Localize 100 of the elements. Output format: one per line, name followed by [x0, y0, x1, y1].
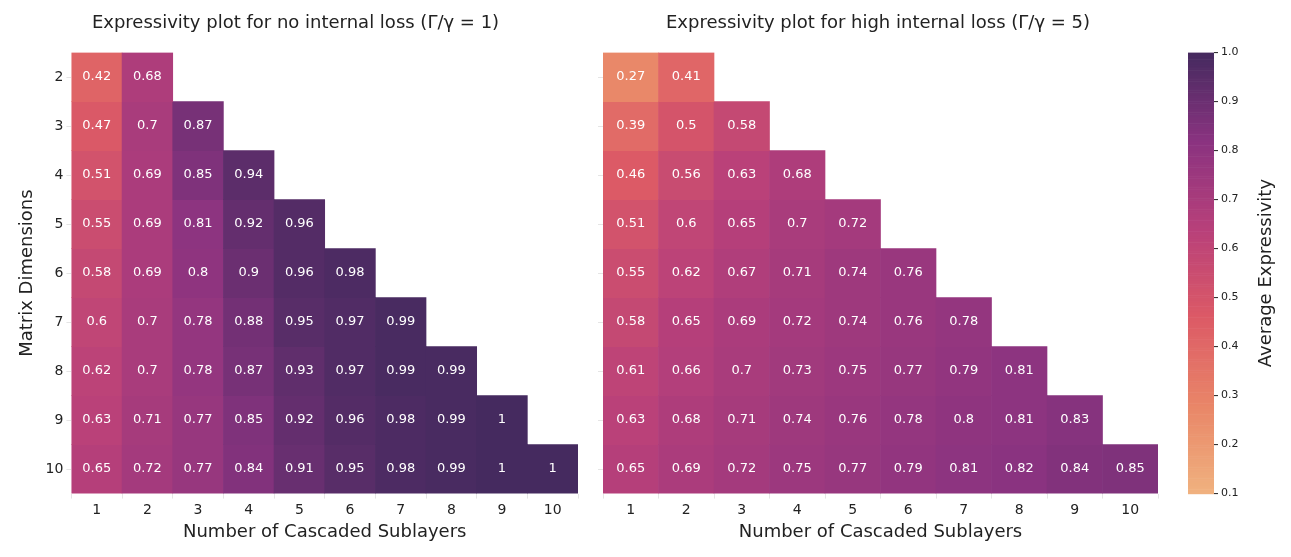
x-tick-label: 1 — [92, 500, 102, 517]
data-label: 0.68 — [782, 166, 812, 182]
y-tick-label: 3 — [54, 116, 64, 133]
data-label: 0.68 — [132, 68, 162, 84]
data-label: 0.95 — [284, 313, 314, 329]
data-label: 0.27 — [616, 68, 646, 84]
data-label: 0.77 — [183, 411, 213, 427]
data-label: 0.74 — [838, 264, 868, 280]
x-tick-label: 8 — [446, 500, 456, 517]
data-label: 0.6 — [86, 313, 108, 329]
data-label: 0.97 — [335, 362, 365, 378]
x-tick-label: 5 — [848, 500, 858, 517]
color-bar-title: Average Expressivity — [1253, 178, 1275, 368]
data-label: 0.58 — [727, 117, 757, 133]
data-label: 0.78 — [183, 362, 213, 378]
data-label: 1 — [497, 460, 507, 476]
x-tick-label: 1 — [626, 500, 636, 517]
color-bar-label: 0.8 — [1221, 143, 1239, 157]
x-tick-label: 9 — [497, 500, 507, 517]
data-label: 0.75 — [782, 460, 812, 476]
color-bar-label: 0.9 — [1221, 94, 1239, 108]
data-label: 0.46 — [616, 166, 646, 182]
data-label: 0.75 — [838, 362, 868, 378]
color-bar-label: 0.2 — [1221, 437, 1239, 451]
data-label: 0.65 — [82, 460, 112, 476]
data-label: 0.73 — [782, 362, 812, 378]
data-label: 0.7 — [786, 215, 808, 231]
data-label: 0.77 — [838, 460, 868, 476]
color-bar-label: 0.6 — [1221, 241, 1239, 255]
x-tick-label: 10 — [1121, 500, 1140, 517]
x-tick-label: 7 — [396, 500, 406, 517]
data-label: 0.69 — [132, 215, 162, 231]
data-label: 0.69 — [671, 460, 701, 476]
data-label: 0.81 — [949, 460, 979, 476]
data-label: 0.69 — [727, 313, 757, 329]
data-label: 0.98 — [335, 264, 365, 280]
x-tick-label: 8 — [1014, 500, 1024, 517]
data-label: 0.67 — [727, 264, 757, 280]
data-label: 1 — [548, 460, 557, 476]
data-label: 0.76 — [838, 411, 868, 427]
data-label: 0.5 — [675, 117, 697, 133]
data-label: 0.7 — [731, 362, 753, 378]
data-label: 0.42 — [82, 68, 112, 84]
data-label: 0.8 — [187, 264, 209, 280]
data-label: 0.93 — [284, 362, 314, 378]
data-label: 0.72 — [838, 215, 868, 231]
data-label: 0.69 — [132, 166, 162, 182]
data-label: 0.68 — [671, 411, 701, 427]
data-label: 0.78 — [893, 411, 923, 427]
data-label: 0.62 — [671, 264, 701, 280]
data-label: 0.72 — [132, 460, 162, 476]
data-label: 0.41 — [671, 68, 701, 84]
data-label: 0.63 — [727, 166, 757, 182]
data-label: 0.7 — [137, 313, 158, 329]
data-label: 0.96 — [284, 215, 314, 231]
data-label: 0.94 — [234, 166, 264, 182]
data-label: 0.6 — [675, 215, 697, 231]
data-label: 0.85 — [183, 166, 213, 182]
x-tick-label: 2 — [681, 500, 691, 517]
data-label: 0.74 — [838, 313, 868, 329]
data-label: 0.83 — [1060, 411, 1090, 427]
data-label: 0.9 — [238, 264, 260, 280]
data-label: 0.88 — [234, 313, 264, 329]
x-tick-label: 4 — [244, 500, 254, 517]
data-label: 0.7 — [137, 362, 158, 378]
color-bar-label: 1.0 — [1221, 45, 1239, 59]
data-label: 0.71 — [132, 411, 162, 427]
x-tick-label: 3 — [737, 500, 747, 517]
data-label: 0.55 — [616, 264, 646, 280]
data-label: 0.76 — [893, 313, 923, 329]
data-label: 0.82 — [1004, 460, 1034, 476]
x-tick-label: 7 — [959, 500, 969, 517]
x-tick-label: 3 — [193, 500, 203, 517]
x-tick-label: 9 — [1070, 500, 1080, 517]
data-label: 0.69 — [132, 264, 162, 280]
data-label: 0.79 — [893, 460, 923, 476]
data-label: 0.98 — [386, 411, 416, 427]
data-label: 0.66 — [671, 362, 701, 378]
y-axis-title: Matrix Dimensions — [15, 189, 37, 357]
data-label: 0.99 — [436, 411, 466, 427]
data-label: 0.7 — [137, 117, 158, 133]
data-label: 0.99 — [386, 313, 416, 329]
data-label: 0.77 — [183, 460, 213, 476]
data-label: 0.47 — [82, 117, 112, 133]
y-tick-label: 5 — [54, 214, 64, 231]
data-label: 0.81 — [1004, 362, 1034, 378]
chart-title: Expressivity plot for high internal loss (Γ/γ = 5) — [665, 11, 1091, 33]
data-label: 0.63 — [82, 411, 112, 427]
y-tick-label: 8 — [54, 361, 64, 378]
data-label: 0.65 — [727, 215, 757, 231]
data-label: 0.65 — [616, 460, 646, 476]
x-tick-label: 4 — [792, 500, 802, 517]
data-label: 0.91 — [284, 460, 314, 476]
y-tick-label: 6 — [54, 263, 64, 280]
data-label: 0.87 — [234, 362, 264, 378]
data-label: 0.81 — [183, 215, 213, 231]
chart-title: Expressivity plot for no internal loss (Γ/γ = 1) — [91, 11, 500, 33]
data-label: 1 — [497, 411, 507, 427]
data-label: 0.96 — [335, 411, 365, 427]
data-label: 0.8 — [953, 411, 975, 427]
